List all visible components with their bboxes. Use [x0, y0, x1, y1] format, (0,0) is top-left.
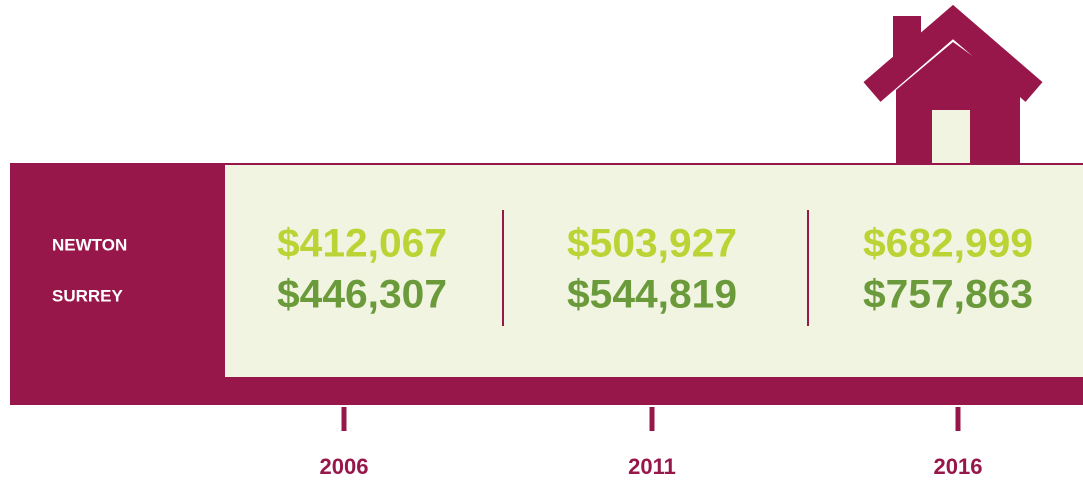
label: NEWTON — [52, 235, 127, 254]
price: $412,067 — [277, 222, 447, 266]
price: $682,999 — [863, 222, 1033, 266]
tick — [955, 407, 961, 431]
roof — [863, 4, 1043, 102]
price: $503,927 — [567, 222, 737, 266]
house-body — [896, 42, 1020, 166]
price: $446,307 — [277, 273, 447, 317]
year: 2016 — [934, 454, 983, 479]
house-icon — [863, 4, 1043, 166]
price: $757,863 — [863, 273, 1033, 317]
label: SURREY — [52, 286, 124, 305]
year: 2011 — [628, 454, 676, 479]
door — [932, 110, 970, 166]
year: 2006 — [320, 454, 369, 479]
panel — [225, 165, 1083, 377]
tick — [341, 407, 347, 431]
price: $544,819 — [567, 273, 737, 317]
tick — [649, 407, 655, 431]
